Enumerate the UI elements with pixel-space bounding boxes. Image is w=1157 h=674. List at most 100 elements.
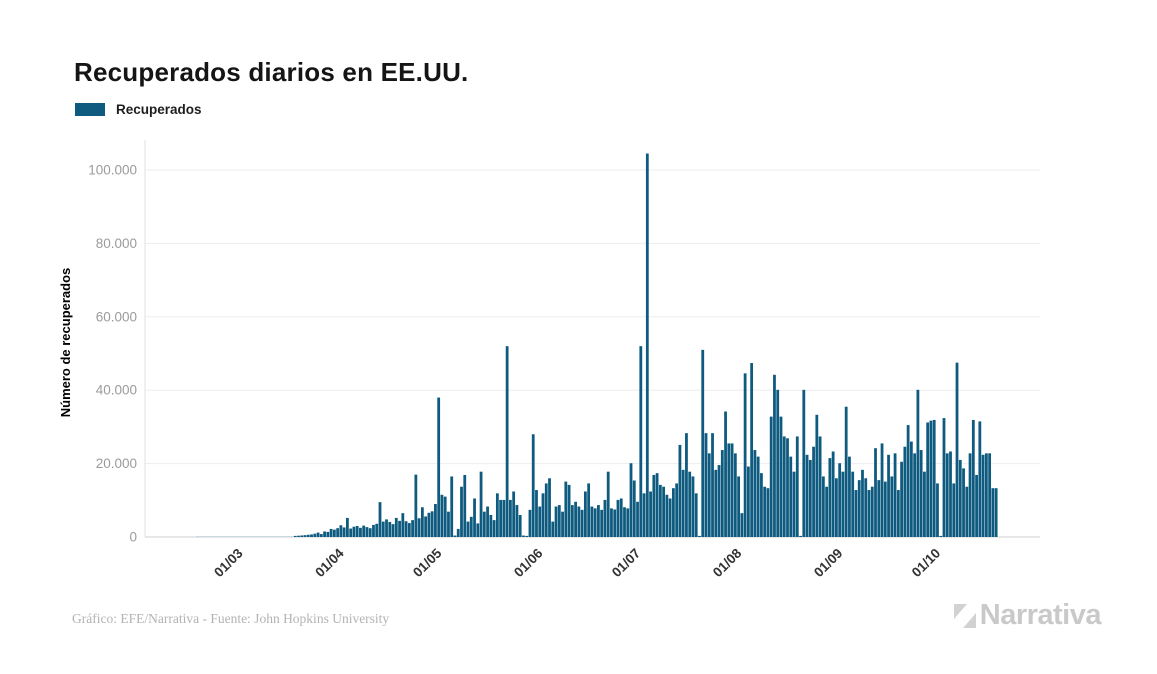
bar[interactable] bbox=[505, 346, 509, 537]
bar[interactable] bbox=[548, 478, 551, 537]
bar[interactable] bbox=[388, 521, 392, 537]
bar[interactable] bbox=[404, 521, 408, 537]
bar[interactable] bbox=[792, 471, 796, 537]
bar[interactable] bbox=[463, 474, 467, 537]
bar[interactable] bbox=[919, 450, 923, 537]
bar[interactable] bbox=[577, 506, 581, 537]
bar[interactable] bbox=[557, 505, 561, 537]
bar[interactable] bbox=[271, 536, 274, 537]
bar[interactable] bbox=[479, 471, 483, 537]
bar[interactable] bbox=[280, 536, 284, 537]
bar[interactable] bbox=[254, 536, 258, 537]
bar[interactable] bbox=[319, 534, 323, 537]
bar[interactable] bbox=[681, 469, 685, 537]
bar[interactable] bbox=[495, 493, 499, 537]
bar[interactable] bbox=[323, 531, 326, 538]
bar[interactable] bbox=[893, 453, 897, 537]
bar[interactable] bbox=[616, 499, 620, 537]
bar[interactable] bbox=[238, 536, 242, 537]
bar[interactable] bbox=[861, 469, 864, 537]
bar[interactable] bbox=[672, 488, 675, 537]
bar[interactable] bbox=[443, 496, 447, 537]
bar[interactable] bbox=[244, 536, 248, 537]
bar[interactable] bbox=[903, 446, 907, 537]
bar[interactable] bbox=[215, 536, 219, 537]
bar[interactable] bbox=[306, 534, 310, 537]
bar[interactable] bbox=[805, 454, 809, 537]
bar[interactable] bbox=[597, 505, 600, 537]
bar[interactable] bbox=[945, 453, 949, 537]
bar[interactable] bbox=[228, 536, 232, 537]
bar[interactable] bbox=[756, 456, 760, 537]
bar[interactable] bbox=[241, 536, 245, 537]
bar[interactable] bbox=[867, 490, 871, 537]
bar[interactable] bbox=[786, 438, 789, 537]
bar[interactable] bbox=[290, 536, 294, 537]
bar[interactable] bbox=[623, 507, 626, 537]
bar[interactable] bbox=[261, 536, 265, 537]
bar[interactable] bbox=[274, 536, 278, 537]
bar[interactable] bbox=[512, 491, 516, 537]
bar[interactable] bbox=[711, 433, 714, 537]
bar[interactable] bbox=[848, 456, 851, 537]
bar[interactable] bbox=[551, 521, 555, 537]
bar[interactable] bbox=[538, 506, 542, 537]
legend-item-recuperados[interactable]: Recuperados bbox=[75, 102, 202, 117]
bar[interactable] bbox=[913, 453, 917, 537]
bar[interactable] bbox=[329, 528, 333, 537]
bar[interactable] bbox=[887, 454, 890, 537]
bar[interactable] bbox=[652, 474, 656, 537]
bar[interactable] bbox=[583, 491, 587, 537]
bar[interactable] bbox=[962, 468, 965, 537]
bar[interactable] bbox=[430, 511, 434, 537]
bar[interactable] bbox=[678, 444, 682, 537]
bar[interactable] bbox=[724, 411, 727, 537]
bar[interactable] bbox=[453, 535, 457, 537]
bar[interactable] bbox=[486, 506, 489, 537]
bar[interactable] bbox=[665, 494, 669, 537]
bar[interactable] bbox=[743, 373, 747, 537]
bar[interactable] bbox=[482, 511, 486, 537]
bar[interactable] bbox=[942, 418, 946, 537]
bar[interactable] bbox=[414, 474, 418, 537]
bar[interactable] bbox=[372, 524, 375, 537]
bar[interactable] bbox=[349, 528, 353, 537]
bar[interactable] bbox=[570, 505, 574, 537]
bar[interactable] bbox=[257, 536, 261, 537]
bar[interactable] bbox=[685, 433, 688, 537]
bar[interactable] bbox=[779, 416, 783, 537]
bar[interactable] bbox=[704, 433, 708, 537]
bar[interactable] bbox=[909, 441, 913, 537]
bar[interactable] bbox=[838, 463, 842, 537]
bar[interactable] bbox=[639, 346, 643, 537]
bar[interactable] bbox=[675, 483, 679, 537]
bar[interactable] bbox=[313, 533, 317, 537]
bar[interactable] bbox=[737, 476, 740, 537]
bar[interactable] bbox=[590, 506, 594, 537]
bar[interactable] bbox=[923, 471, 926, 537]
bar[interactable] bbox=[649, 491, 652, 537]
bar[interactable] bbox=[750, 363, 754, 537]
bar[interactable] bbox=[332, 529, 336, 537]
bar[interactable] bbox=[417, 518, 421, 537]
bar[interactable] bbox=[352, 526, 356, 537]
bar[interactable] bbox=[828, 458, 832, 537]
bar[interactable] bbox=[222, 536, 225, 537]
bar[interactable] bbox=[707, 453, 711, 537]
bar[interactable] bbox=[528, 509, 532, 537]
bar[interactable] bbox=[489, 514, 493, 537]
bar[interactable] bbox=[629, 463, 633, 537]
bar[interactable] bbox=[378, 502, 382, 537]
bar[interactable] bbox=[202, 536, 206, 537]
bar[interactable] bbox=[391, 524, 395, 537]
bar[interactable] bbox=[626, 508, 630, 537]
bar[interactable] bbox=[984, 453, 988, 537]
bar[interactable] bbox=[277, 536, 281, 537]
bar[interactable] bbox=[434, 503, 437, 537]
bar[interactable] bbox=[619, 498, 623, 537]
bar[interactable] bbox=[841, 471, 845, 537]
bar[interactable] bbox=[746, 466, 750, 537]
bar[interactable] bbox=[694, 493, 698, 537]
bar[interactable] bbox=[978, 421, 982, 537]
bar[interactable] bbox=[698, 535, 701, 537]
